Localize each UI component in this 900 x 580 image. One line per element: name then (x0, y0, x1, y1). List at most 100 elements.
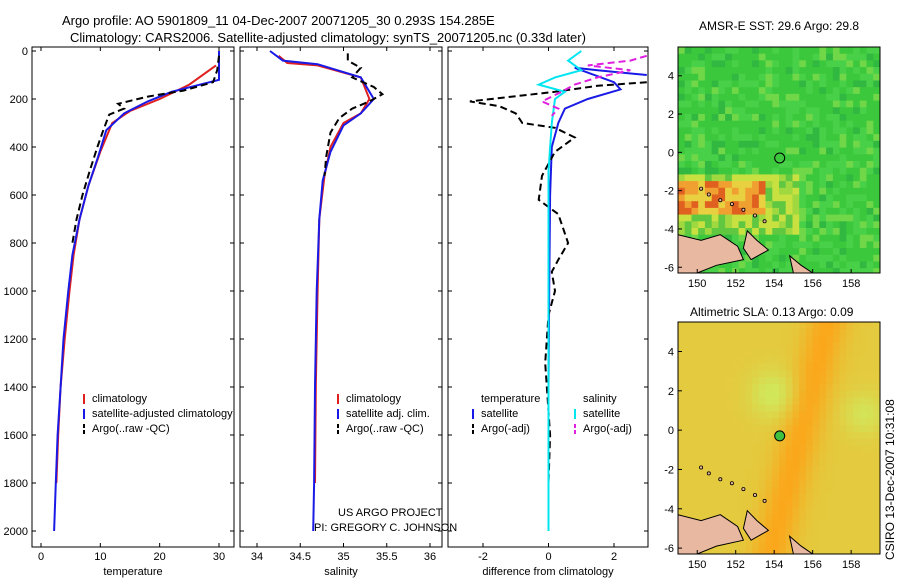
map-cell (846, 214, 854, 222)
map-cell (738, 134, 746, 142)
map-cell (839, 261, 847, 269)
map-cell (832, 335, 841, 344)
map-cell (866, 404, 874, 413)
map-cell (691, 439, 699, 447)
map-cell (873, 275, 880, 282)
map-cell (731, 349, 740, 357)
map-cell (684, 87, 692, 95)
map-cell (792, 342, 800, 351)
map-cell (752, 418, 760, 426)
map-cell (684, 221, 692, 229)
map-cell (792, 322, 800, 330)
map-cell (779, 439, 787, 447)
map-cell (772, 207, 780, 216)
map-cell (779, 342, 787, 351)
map-cell (792, 535, 800, 543)
map-cell (792, 349, 800, 357)
map-cell (698, 67, 706, 75)
map-cell (704, 328, 713, 337)
map-cell (711, 207, 719, 216)
map-cell (752, 234, 760, 242)
map-cell (785, 187, 793, 196)
map-cell (698, 390, 706, 399)
map-cell (812, 528, 820, 536)
map-cell (792, 147, 800, 155)
map-cell (866, 187, 874, 196)
map-cell (725, 154, 733, 162)
map-cell (832, 161, 841, 169)
map-cell (832, 248, 841, 256)
map-cell (772, 167, 780, 175)
map-cell (826, 363, 834, 371)
map-cell (873, 60, 880, 68)
map-cell (779, 47, 787, 55)
map-cell (745, 53, 753, 61)
x-axis-label-difference: difference from climatology (482, 566, 614, 578)
map-cell (819, 390, 827, 399)
map-cell (873, 187, 880, 196)
map-cell (846, 542, 854, 550)
map-cell (711, 494, 719, 502)
map-cell (805, 107, 814, 115)
map-cell (752, 556, 759, 564)
map-cell (846, 328, 854, 337)
map-cell (819, 507, 827, 516)
map-cell (785, 53, 793, 61)
map-cell (799, 480, 807, 488)
y-tick-label: 800 (10, 238, 28, 250)
map-cell (691, 507, 699, 516)
map-cell (718, 187, 726, 196)
map-cell (711, 356, 719, 364)
map-cell (765, 322, 773, 330)
map-cell (873, 241, 880, 249)
map-cell (704, 107, 713, 115)
map-cell (819, 542, 827, 550)
map-cell (812, 228, 820, 236)
map-cell (866, 87, 874, 95)
map-cell (725, 466, 733, 474)
map-cell (765, 514, 773, 523)
map-cell (826, 370, 834, 378)
map-cell (779, 500, 787, 509)
map-cell (752, 201, 760, 209)
map-cell (745, 47, 753, 55)
map-cell (785, 549, 793, 554)
map-cell (826, 349, 834, 357)
map-cell (691, 47, 699, 55)
map-cell (805, 53, 814, 61)
map-cell (846, 535, 854, 543)
map-cell (866, 268, 874, 273)
map-cell (731, 390, 740, 399)
map-cell (704, 494, 713, 502)
map-cell (779, 53, 787, 61)
map-cell (866, 174, 874, 182)
map-cell (826, 127, 834, 135)
map-cell (704, 459, 713, 468)
map-cell (691, 383, 699, 392)
map-cell (738, 87, 746, 95)
map-cell (738, 514, 746, 523)
map-cells-sla_map (678, 322, 880, 564)
map-cell (832, 528, 841, 536)
map-cell (684, 161, 692, 169)
map-cell (711, 167, 719, 175)
map-cell (846, 473, 854, 481)
map-cell (799, 418, 807, 426)
map-cell (765, 432, 773, 440)
map-cell (785, 134, 793, 142)
map-cell (738, 167, 746, 175)
map-cell (698, 187, 706, 196)
map-y-tick-label: -2 (664, 186, 674, 198)
map-cell (839, 370, 847, 378)
map-cell (698, 228, 706, 236)
map-cell (752, 154, 760, 162)
map-cell (772, 234, 780, 242)
map-cell (846, 261, 854, 269)
map-cell (691, 140, 699, 149)
x-tick-label-salinity: 35.5 (376, 551, 397, 563)
map-cell (873, 181, 880, 189)
map-cell (704, 100, 713, 108)
map-cell (738, 528, 746, 536)
map-cell (772, 535, 780, 543)
map-cell (792, 93, 800, 102)
